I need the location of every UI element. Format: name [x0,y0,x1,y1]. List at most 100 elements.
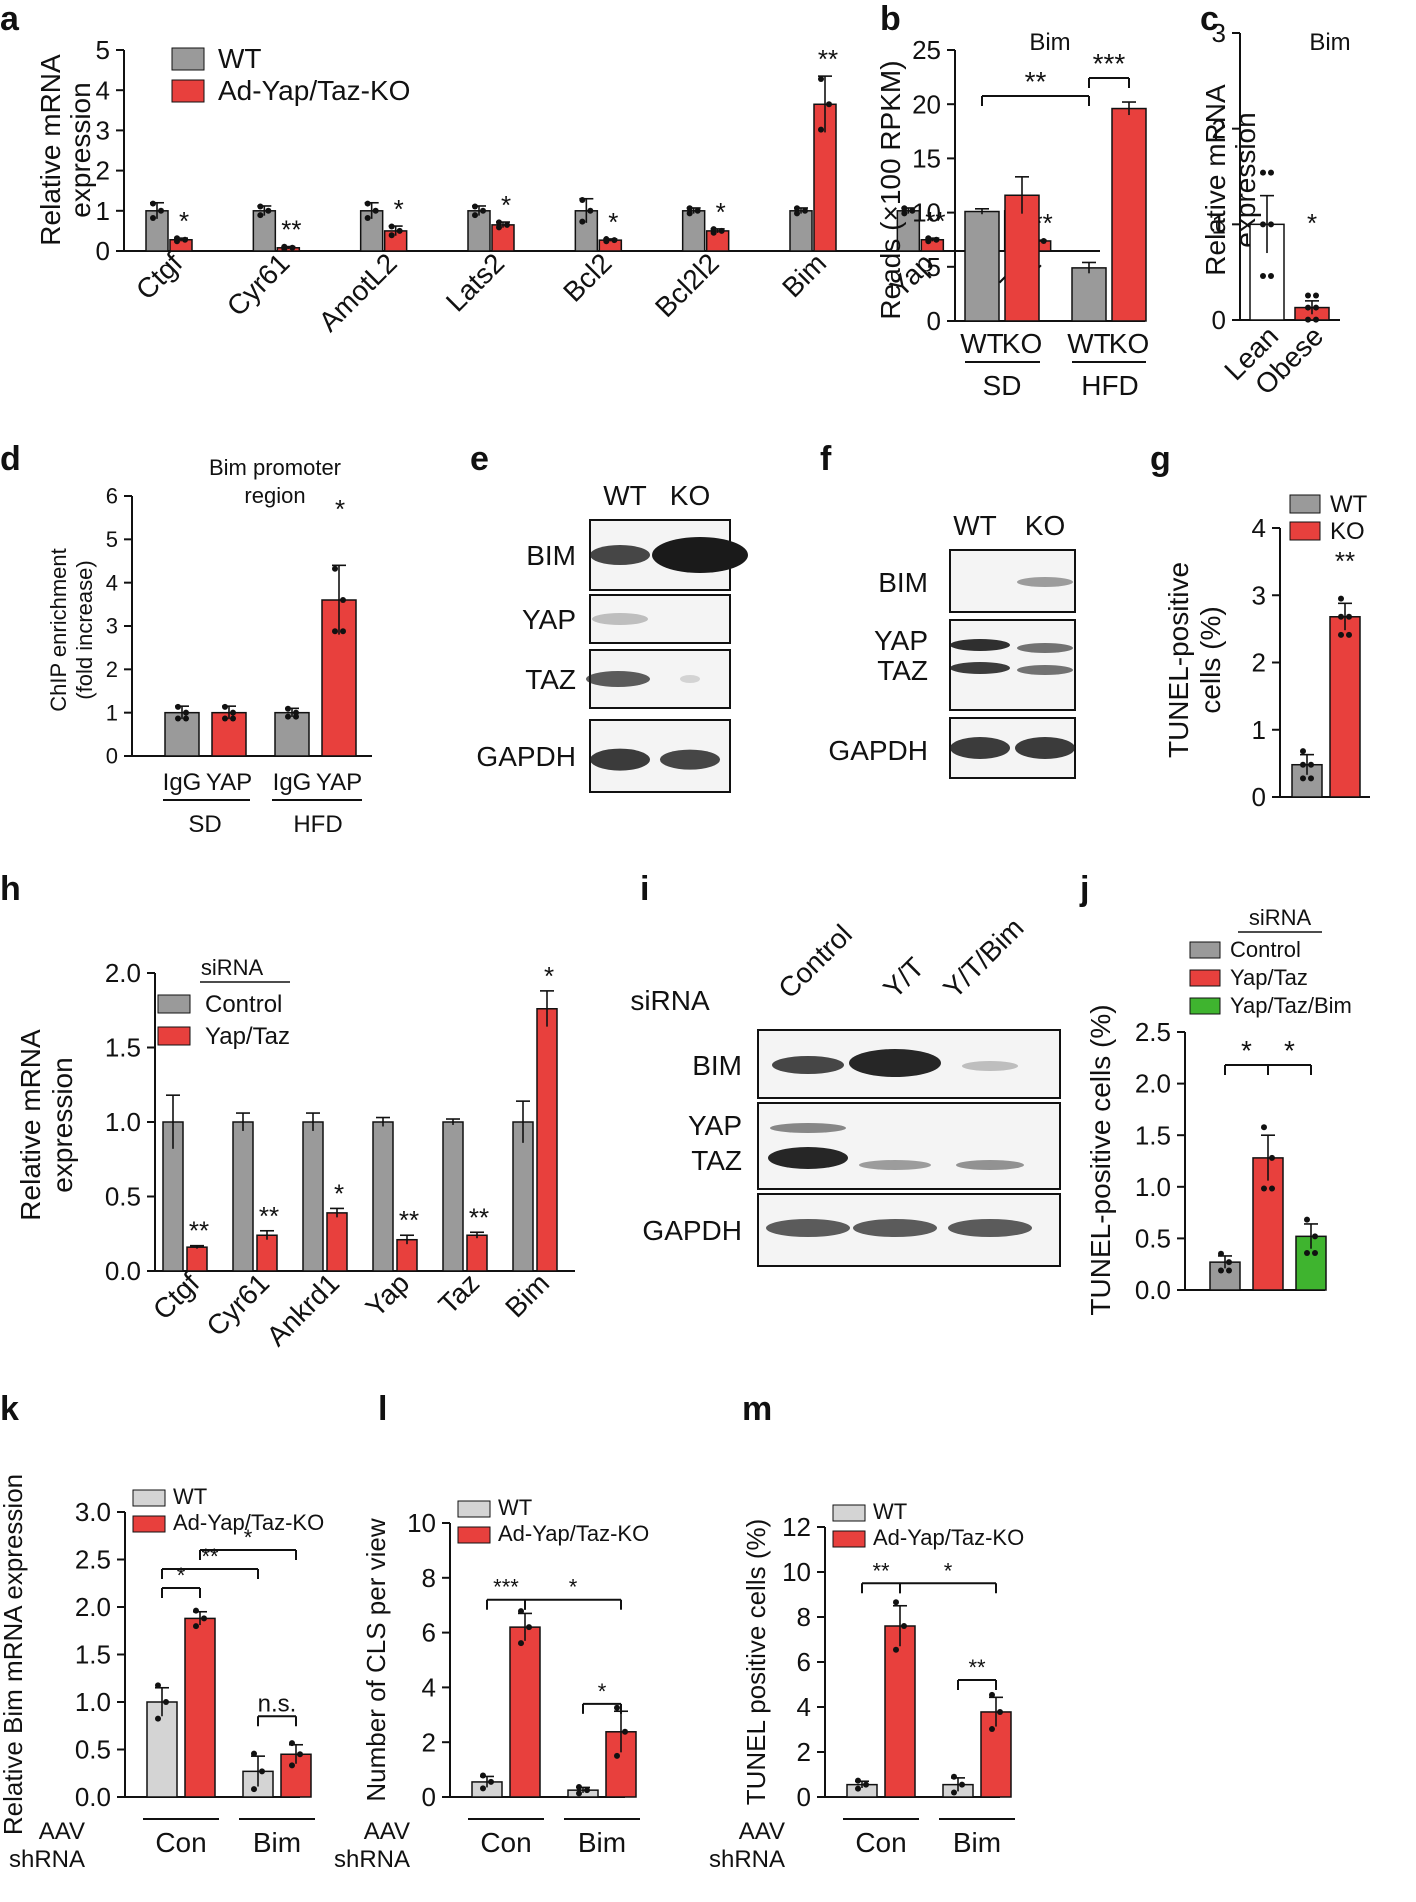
blot-e-row-label: YAP [522,604,576,635]
h-bar-ko [186,1246,208,1272]
c-dot [1305,304,1311,311]
j-dot [1312,1233,1318,1240]
blot-i-band [768,1147,848,1169]
l-legend-wt-swatch [457,1500,491,1518]
d-dot [285,705,291,712]
l-dot [526,1624,532,1631]
k-legend-ko: Ad-Yap/Taz-KO [173,1510,324,1535]
d-x-label: IgG [163,769,202,796]
m-dot [893,1599,899,1606]
c-title: Bim [1309,29,1350,56]
a-sig: ** [818,44,838,74]
d-dot [285,713,291,720]
a-bar-wt [252,210,277,252]
blot-i-row-label: BIM [692,1050,742,1081]
blot-f-row-label: TAZ [877,655,928,686]
k-bracket-label: * [244,1525,253,1550]
d-dot [183,715,189,722]
d-dot [332,565,338,572]
a-y-tick-label: 0 [96,236,110,266]
b-y-tick-label: 0 [927,306,941,336]
panel-label-k: k [0,1390,19,1428]
a-dot [150,215,156,222]
m-bracket-label: ** [968,1655,986,1680]
b-x-label: WT [960,328,1004,359]
blot-i-band [772,1056,844,1074]
d-x-label: YAP [206,769,252,796]
g-y-tick-label: 3 [1252,580,1266,610]
k-dot [155,1682,161,1689]
blot-i-row-label: TAZ [691,1145,742,1176]
k-dot [297,1751,303,1758]
a-dot [1040,237,1047,244]
l-dot [622,1728,628,1735]
blot-e-lane-label: KO [670,480,710,511]
j-dot [1226,1267,1232,1274]
j-y-tick-label: 0.5 [1135,1224,1171,1254]
h-legend-yt: Yap/Taz [205,1023,290,1050]
blot-e-frame [589,594,731,644]
a-dot [364,215,371,222]
d-dot [340,597,346,603]
m-legend-ko-swatch [832,1530,866,1548]
l-dot [614,1704,620,1711]
blot-e-band [590,545,650,565]
j-dot [1269,1154,1275,1161]
k-bracket-label: n.s. [258,1690,297,1717]
l-row-label-2: shRNA [334,1846,410,1873]
j-legend-swatch [1189,969,1221,987]
j-dot [1304,1216,1310,1223]
j-dot [1261,1185,1267,1192]
a-dot [388,223,395,230]
blot-i-lane-label: Control [772,918,858,1004]
k-dot [251,1786,257,1793]
h-bar-ko [466,1234,488,1272]
g-sig: ** [1335,546,1355,576]
blot-e-row-label: GAPDH [476,741,576,772]
k-y-tick-label: 0.5 [75,1735,111,1765]
a-dot [802,207,808,214]
g-legend-wt-swatch [1289,494,1321,514]
d-sig: * [335,494,345,524]
a-dot [496,224,502,231]
h-sig: * [544,961,554,991]
g-y-tick-label: 4 [1252,513,1266,543]
b-bracket-label: *** [1093,48,1126,79]
b-y-label: Reads (×100 RPKM) [875,60,906,319]
blot-e-row-label: BIM [526,540,576,571]
b-bar [1071,267,1107,322]
j-y-tick-label: 0.0 [1135,1275,1171,1305]
h-legend-ctrl-swatch [157,994,191,1014]
l-bar [509,1626,541,1798]
m-x-label: Bim [953,1827,1001,1858]
h-bar-wt [442,1121,464,1272]
k-y-tick-label: 3.0 [75,1497,111,1527]
b-y-tick-label: 15 [912,144,941,174]
g-dot [1346,613,1352,620]
h-sig: ** [189,1216,209,1246]
d-y-tick-label: 2 [106,657,118,682]
d-title-2: region [244,483,305,508]
a-dot [933,236,940,243]
panel-label-d: d [0,440,21,478]
m-dot [951,1773,957,1780]
l-dot [518,1640,524,1647]
h-sig: ** [399,1205,419,1235]
c-dot [1305,292,1311,299]
j-dot [1218,1250,1224,1257]
g-dot [1346,631,1352,638]
l-y-label: Number of CLS per view [361,1518,391,1801]
d-y-tick-label: 5 [106,527,118,552]
l-y-tick-label: 2 [422,1727,436,1757]
a-y-tick-label: 5 [96,35,110,65]
g-bar [1329,616,1361,798]
h-legend-ctrl: Control [205,991,282,1018]
blot-e-band [660,749,720,770]
l-y-tick-label: 6 [422,1618,436,1648]
g-dot [1308,775,1314,782]
k-dot [289,1762,295,1769]
h-y-tick-label: 1.0 [105,1107,141,1137]
g-legend-wt: WT [1330,491,1368,518]
a-bar-wt [681,210,706,252]
a-dot [901,205,908,212]
